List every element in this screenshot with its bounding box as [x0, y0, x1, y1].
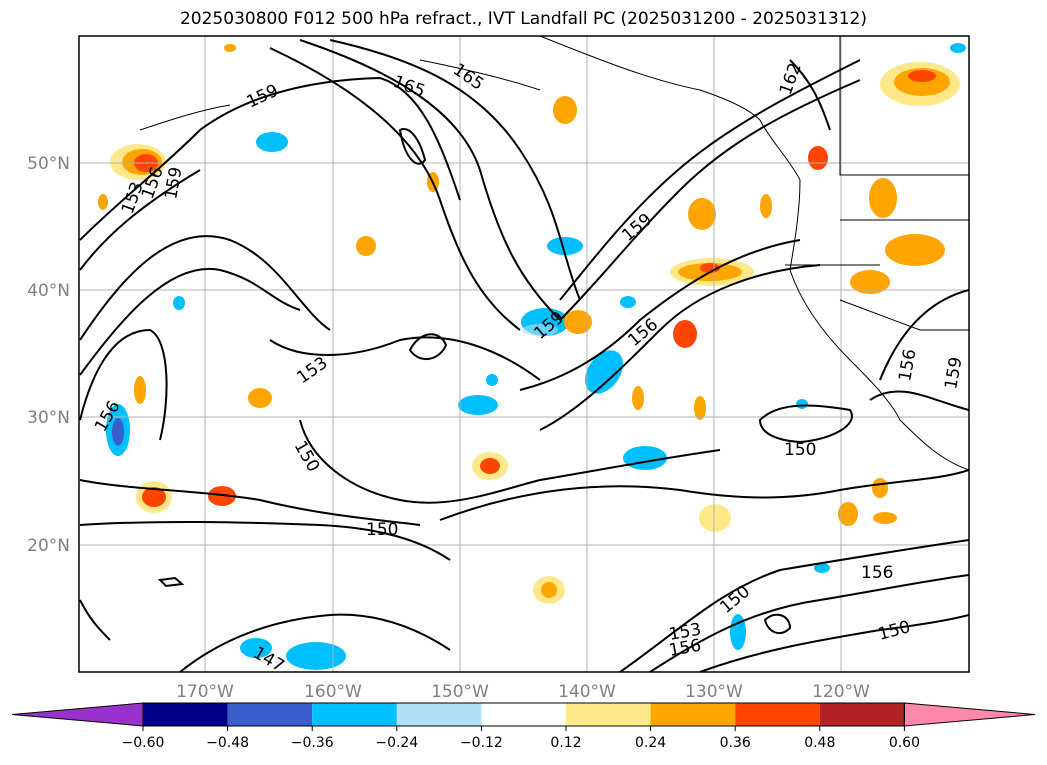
lat-label: 30°N: [27, 408, 70, 428]
colorbar-extend-low: [11, 702, 144, 727]
colorbar-outline: [142, 702, 905, 727]
contour-label: 156: [861, 563, 893, 583]
plot-area: [79, 36, 969, 672]
colorbar-tick-label: −0.12: [460, 735, 503, 751]
lon-label: 120°W: [812, 682, 870, 702]
colorbar-tick-label: 0.24: [635, 735, 666, 751]
lat-label: 20°N: [27, 536, 70, 556]
colorbar-segment: [481, 703, 566, 726]
lon-label: 130°W: [685, 682, 743, 702]
lon-label: 170°W: [176, 682, 234, 702]
colorbar-tick-label: 0.12: [550, 735, 581, 751]
colorbar-segment: [227, 703, 313, 726]
colorbar-segment: [396, 703, 482, 726]
lat-label: 50°N: [27, 154, 70, 174]
contour-lines: [79, 39, 969, 672]
lon-label: 160°W: [304, 682, 362, 702]
colorbar-tick-label: 0.48: [804, 735, 835, 751]
map-title: 2025030800 F012 500 hPa refract., IVT La…: [179, 9, 867, 29]
colorbar-tick-label: −0.48: [206, 735, 249, 751]
colorbar-tick-label: 0.36: [720, 735, 751, 751]
lat-label: 40°N: [27, 281, 70, 301]
colorbar-tick-label: −0.36: [291, 735, 334, 751]
colorbar-segment: [819, 703, 905, 726]
colorbar-segment: [566, 703, 651, 726]
colorbar-segment: [735, 703, 820, 726]
gridlines: [79, 36, 969, 672]
longitude-labels: 170°W 160°W 150°W 140°W 130°W 120°W: [176, 682, 870, 702]
lon-label: 140°W: [558, 682, 616, 702]
latitude-labels: 50°N 40°N 30°N 20°N: [27, 154, 70, 556]
colorbar-segment: [650, 703, 736, 726]
colorbar-tick-label: −0.24: [375, 735, 418, 751]
lon-label: 150°W: [431, 682, 489, 702]
shading-layer: [98, 43, 966, 670]
contour-label: 150: [784, 440, 816, 460]
plot-frame: [78, 35, 970, 673]
colorbar-tick-label: 0.60: [889, 735, 920, 751]
contour-label: 150: [366, 520, 398, 540]
coastlines: [139, 36, 969, 471]
colorbar-segment: [312, 703, 397, 726]
colorbar-extend-high: [903, 702, 1036, 727]
colorbar-segment: [143, 703, 228, 726]
colorbar: −0.60 −0.48 −0.36 −0.24 −0.12 0.12 0.24 0.36 0.4…: [11, 702, 1036, 751]
colorbar-tick-label: −0.60: [122, 735, 165, 751]
